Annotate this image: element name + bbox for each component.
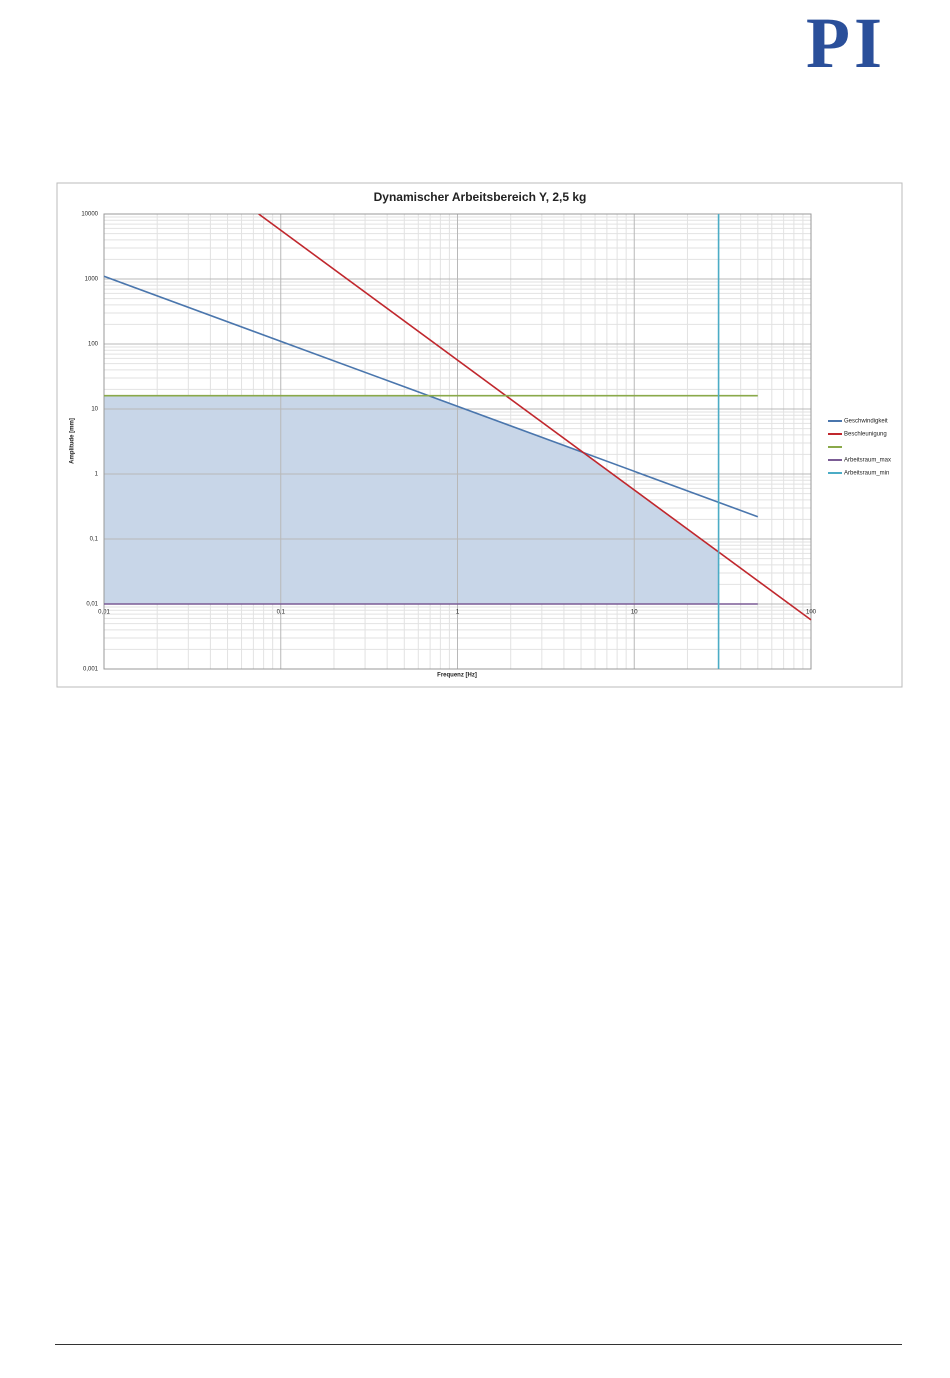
legend-label: Beschleunigung <box>844 432 887 438</box>
x-tick-label: 1 <box>456 610 460 616</box>
y-tick-label: 10000 <box>81 212 98 218</box>
legend-label: Arbeitsraum_min <box>844 471 889 477</box>
x-tick-label: 0,1 <box>277 610 286 616</box>
plot-frame <box>103 213 812 670</box>
chart-title: Dynamischer Arbeitsbereich Y, 2,5 kg <box>374 190 587 204</box>
x-axis-label: Frequenz [Hz] <box>437 673 477 679</box>
y-tick-label: 0,001 <box>83 667 99 673</box>
footer-rule <box>55 1344 902 1345</box>
x-tick-label: 10 <box>631 610 638 616</box>
y-tick-label: 1 <box>95 472 99 478</box>
chart: Dynamischer Arbeitsbereich Y, 2,5 kg Fre… <box>56 182 903 688</box>
logo: PI <box>806 3 886 83</box>
legend-label: Geschwindigkeit <box>844 419 888 425</box>
working-region <box>104 395 719 604</box>
y-tick-label: 100 <box>88 342 99 348</box>
y-tick-label: 1000 <box>85 277 99 283</box>
y-tick-label: 0,01 <box>86 602 98 608</box>
y-axis-label: Amplitude [mm] <box>70 418 76 464</box>
legend-label: Arbeitsraum_max <box>844 458 891 464</box>
y-tick-label: 10 <box>91 407 98 413</box>
y-tick-label: 0,1 <box>90 537 99 543</box>
